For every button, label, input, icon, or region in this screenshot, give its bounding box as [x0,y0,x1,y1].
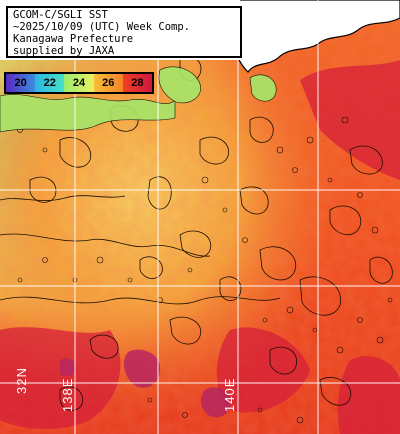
colorbar-cell-22: 22 [35,74,65,92]
colorbar-tick-22: 22 [43,77,56,89]
sst-colorbar: 20 22 24 26 28 [4,72,154,94]
colorbar-tick-20: 20 [14,77,27,89]
latitude-label: 32N [14,367,29,394]
caption-line-2: ~2025/10/09 (UTC) Week Comp. [13,21,191,33]
colorbar-cell-24: 24 [64,74,94,92]
colorbar-tick-24: 24 [72,77,86,89]
colorbar-cell-20: 20 [6,74,36,92]
coastal-cool-band [0,66,277,133]
longitude-label-138e: 138E [60,377,75,412]
caption-line-4: supplied by JAXA [13,45,115,57]
colorbar-tick-28: 28 [131,77,144,89]
caption-line-1: GCOM-C/SGLI SST [13,9,108,21]
colorbar-tick-26: 26 [102,77,115,89]
contour-specks [17,116,393,424]
map-caption: GCOM-C/SGLI SST ~2025/10/09 (UTC) Week C… [6,6,242,58]
colorbar-cell-26: 26 [93,74,123,92]
longitude-label-140e: 140E [222,377,237,412]
colorbar-cell-28: 28 [122,74,153,92]
caption-line-3: Kanagawa Prefecture [13,33,134,45]
magenta-patches [60,349,231,418]
